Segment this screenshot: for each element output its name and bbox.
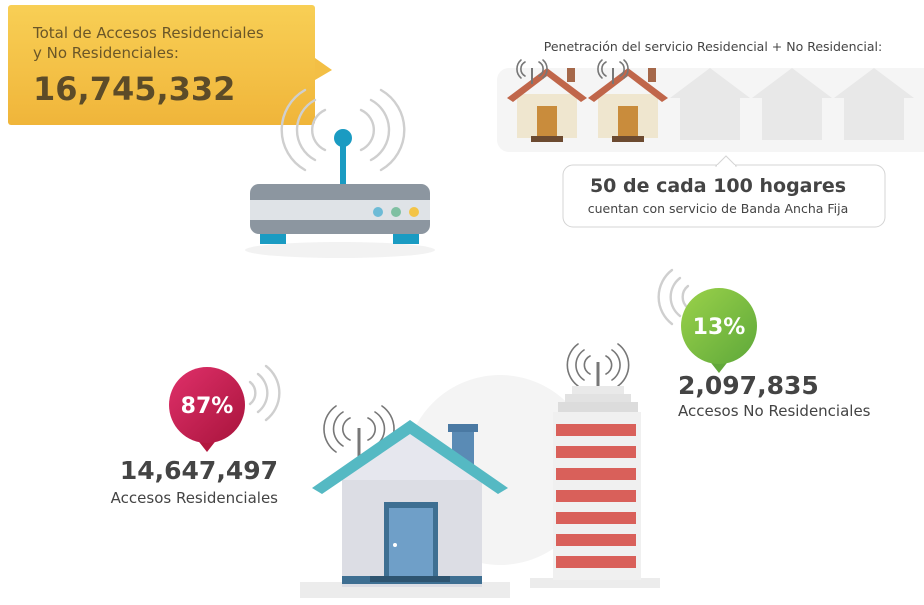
residential-badge [169,364,281,452]
total-label: y No Residenciales: [33,44,179,62]
penetration-title: Penetración del servicio Residencial + N… [544,39,883,54]
non-residential-label: Accesos No Residenciales [678,402,871,420]
total-value: 16,745,332 [33,70,235,108]
penetration-caption: cuentan con servicio de Banda Ancha Fija [588,201,849,216]
non-residential-badge [657,268,757,373]
residential-value: 14,647,497 [120,456,278,485]
penetration-headline: 50 de cada 100 hogares [590,175,846,197]
residential-percent: 87% [181,394,234,419]
total-box [8,5,315,125]
residential-label: Accesos Residenciales [111,489,279,507]
total-label: Total de Accesos Residenciales [32,24,264,42]
non-residential-percent: 13% [693,315,746,340]
total-box-pointer [315,58,332,80]
router-icon [245,88,435,258]
building-icon [530,343,660,588]
house-icon [300,405,510,598]
callout-pointer [714,155,738,167]
non-residential-value: 2,097,835 [678,371,819,400]
